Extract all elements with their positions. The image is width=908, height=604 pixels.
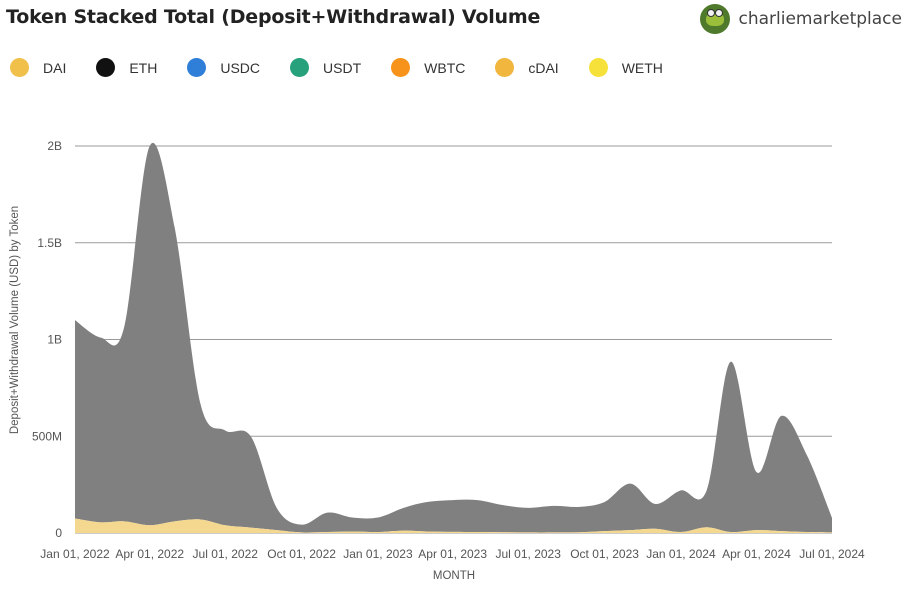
x-tick-label: Jan 01, 2023	[343, 547, 413, 561]
x-axis-title: MONTH	[433, 570, 475, 582]
x-tick-label: Jul 01, 2022	[193, 547, 259, 561]
chart-title: Token Stacked Total (Deposit+Withdrawal)…	[6, 6, 541, 28]
legend-item-eth[interactable]: ETH	[96, 58, 157, 77]
legend-item-cdai[interactable]: cDAI	[495, 58, 559, 77]
legend-label-usdc: USDC	[220, 59, 261, 76]
x-tick-label: Oct 01, 2023	[570, 547, 639, 561]
y-tick-label: 0	[55, 526, 62, 540]
legend-item-usdc[interactable]: USDC	[187, 58, 260, 77]
y-tick-label: 2B	[47, 139, 62, 153]
legend-item-usdt[interactable]: USDT	[290, 58, 361, 77]
y-axis-ticks: 0 500M 1B 1.5B 2B	[32, 139, 62, 540]
legend-swatch-cdai	[495, 58, 515, 77]
x-tick-label: Jan 01, 2022	[40, 547, 110, 561]
account-badge[interactable]: charliemarketplace	[700, 4, 902, 34]
area-eth[interactable]	[75, 142, 832, 533]
x-tick-label: Jul 01, 2023	[496, 547, 562, 561]
legend-swatch-eth	[96, 58, 116, 77]
chart-legend: DAI ETH USDC USDT WBTC cDAI WETH	[10, 58, 693, 77]
y-tick-label: 500M	[32, 429, 62, 443]
area-series[interactable]	[75, 142, 832, 533]
legend-label-weth: WETH	[621, 59, 663, 76]
legend-swatch-wbtc	[391, 58, 411, 77]
legend-item-wbtc[interactable]: WBTC	[391, 58, 465, 77]
legend-label-eth: ETH	[129, 59, 158, 76]
x-tick-label: Apr 01, 2022	[115, 547, 184, 561]
y-tick-label: 1B	[47, 333, 62, 347]
y-axis-title: Deposit+Withdrawal Volume (USD) by Token	[9, 206, 21, 434]
legend-label-usdt: USDT	[323, 59, 362, 76]
legend-swatch-usdt	[290, 58, 310, 77]
account-name[interactable]: charliemarketplace	[738, 9, 902, 29]
frog-avatar-icon	[700, 4, 731, 34]
x-tick-label: Apr 01, 2024	[722, 547, 791, 561]
area-dai[interactable]	[75, 518, 832, 533]
y-tick-label: 1.5B	[37, 236, 62, 250]
x-tick-label: Apr 01, 2023	[418, 547, 487, 561]
legend-swatch-dai	[10, 58, 29, 77]
legend-item-weth[interactable]: WETH	[588, 58, 663, 77]
legend-label-wbtc: WBTC	[424, 59, 466, 76]
legend-label-dai: DAI	[43, 59, 67, 76]
legend-item-dai[interactable]: DAI	[10, 58, 66, 77]
x-tick-label: Jan 01, 2024	[646, 547, 716, 561]
x-axis-ticks: Jan 01, 2022 Apr 01, 2022 Jul 01, 2022 Oct …	[40, 547, 865, 561]
legend-swatch-weth	[588, 58, 608, 77]
x-tick-label: Jul 01, 2024	[799, 547, 865, 561]
x-tick-label: Oct 01, 2022	[267, 547, 336, 561]
legend-swatch-usdc	[187, 58, 207, 77]
legend-label-cdai: cDAI	[528, 59, 559, 76]
